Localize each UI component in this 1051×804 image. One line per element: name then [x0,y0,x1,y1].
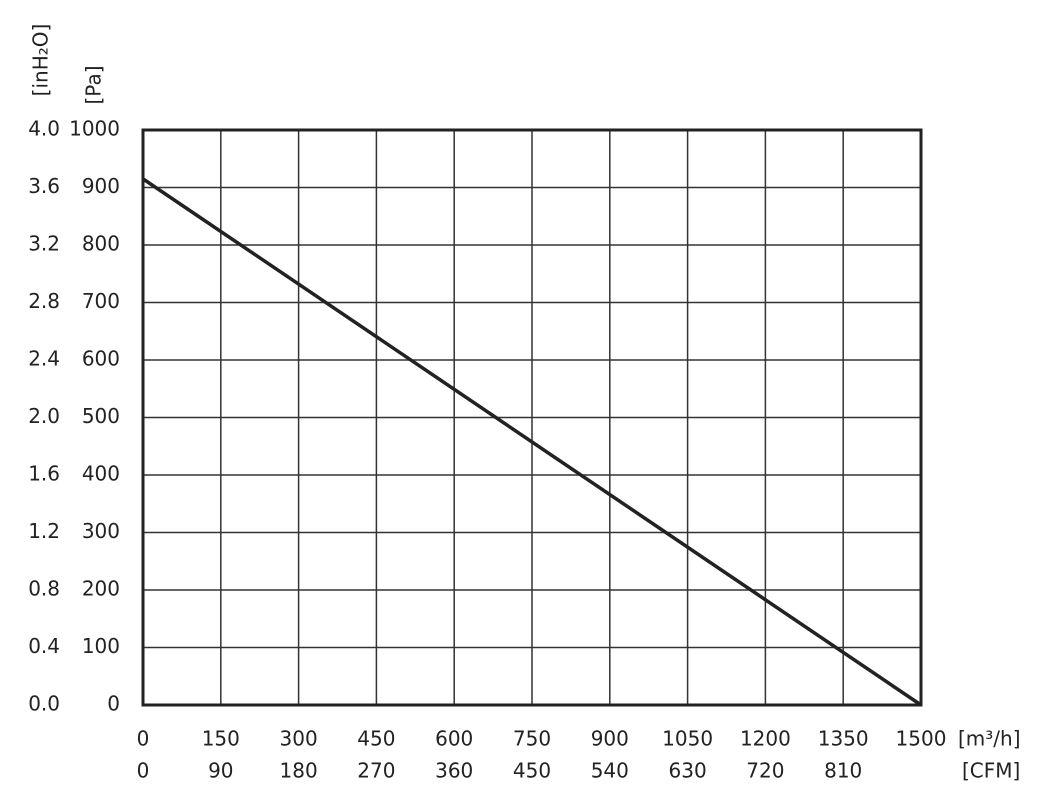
x2-tick-label: 630 [669,759,707,783]
y2-tick-label: 2.0 [28,404,60,428]
x2-tick-label: 540 [591,759,629,783]
x2-tick-label: 360 [435,759,473,783]
y2-tick-label: 3.6 [28,174,60,198]
x-tick-label: 1350 [818,727,869,751]
y2-tick-label: 0.8 [28,577,60,601]
y-tick-label: 800 [82,232,120,256]
y2-tick-label: 1.2 [28,519,60,543]
x2-tick-label: 90 [208,759,233,783]
y2-tick-label: 2.8 [28,289,60,313]
y2-tick-label: 0.0 [28,692,60,716]
y2-tick-label: 4.0 [28,117,60,141]
y2-tick-label: 1.6 [28,462,60,486]
x-tick-label: 0 [137,727,150,751]
x-tick-label: 900 [591,727,629,751]
x2-axis-label: [CFM] [962,759,1020,783]
y2-tick-label: 2.4 [28,347,60,371]
x-tick-label: 1500 [896,727,947,751]
curve [142,177,922,707]
y2-tick-label: 3.2 [28,232,60,256]
x2-tick-label: 810 [824,759,862,783]
y-tick-label: 900 [82,174,120,198]
x2-tick-label: 450 [513,759,551,783]
x2-tick-label: 720 [746,759,784,783]
x-tick-label: 600 [435,727,473,751]
y-tick-label: 1000 [69,117,120,141]
y-tick-label: 100 [82,634,120,658]
y-tick-label: 700 [82,289,120,313]
x-tick-label: 1050 [662,727,713,751]
x-tick-label: 450 [357,727,395,751]
x-axis-label: [m³/h] [958,727,1021,751]
x2-tick-label: 180 [280,759,318,783]
x-tick-label: 300 [280,727,318,751]
y-tick-label: 0 [107,692,120,716]
x-tick-label: 750 [513,727,551,751]
plot-frame [141,128,923,707]
y-tick-label: 300 [82,519,120,543]
y-tick-label: 600 [82,347,120,371]
y-axis-label: [Pa] [82,65,106,104]
y-tick-label: 400 [82,462,120,486]
x-tick-label: 1200 [740,727,791,751]
y-tick-label: 200 [82,577,120,601]
x2-tick-label: 0 [137,759,150,783]
y2-tick-label: 0.4 [28,634,60,658]
x-tick-label: 150 [202,727,240,751]
x2-tick-label: 270 [357,759,395,783]
y-tick-label: 500 [82,404,120,428]
y2-axis-label: [inH₂O] [29,24,53,97]
